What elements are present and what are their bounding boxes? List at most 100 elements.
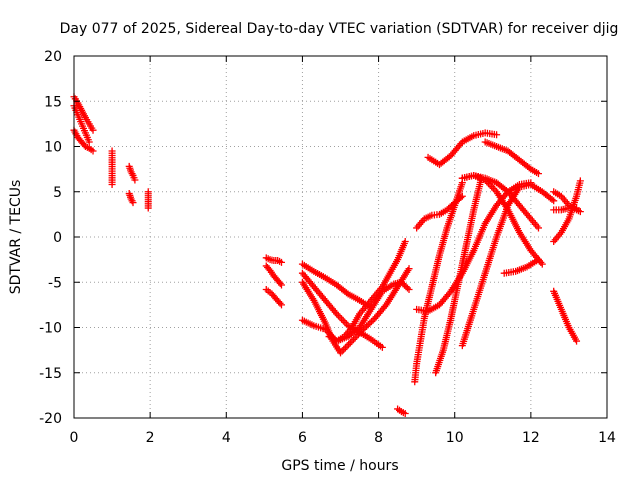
data-point xyxy=(573,204,581,212)
data-point xyxy=(333,310,341,318)
data-point xyxy=(458,192,466,200)
data-point xyxy=(346,339,354,347)
series-pts-2 xyxy=(144,188,152,212)
series-arc-k xyxy=(298,265,413,357)
y-tick-label: -15 xyxy=(39,366,62,382)
data-point xyxy=(405,285,413,293)
data-point xyxy=(277,258,285,266)
series-arc-z xyxy=(550,287,581,345)
series-arc-t xyxy=(424,129,501,169)
data-point xyxy=(89,126,97,134)
x-tick-label: 2 xyxy=(146,430,155,446)
data-point xyxy=(85,138,93,146)
y-tick-label: -5 xyxy=(48,275,62,291)
y-tick-label: -20 xyxy=(39,411,62,427)
x-tick-label: 4 xyxy=(222,430,231,446)
data-point xyxy=(550,197,558,205)
data-point xyxy=(368,318,376,326)
data-point xyxy=(338,347,346,355)
data-point xyxy=(339,317,347,325)
y-tick-label: 0 xyxy=(53,230,62,246)
data-point xyxy=(488,183,496,191)
series-arc-v xyxy=(481,138,542,178)
series-arc-x xyxy=(500,256,542,277)
data-point xyxy=(108,181,116,189)
data-point xyxy=(401,409,409,417)
data-point xyxy=(345,340,353,348)
data-point xyxy=(405,265,413,273)
y-tick-label: 5 xyxy=(53,185,62,201)
x-axis-title: GPS time / hours xyxy=(281,458,398,474)
y-tick-label: 15 xyxy=(44,94,62,110)
x-tick-label: 0 xyxy=(70,430,79,446)
data-point xyxy=(401,238,409,246)
x-tick-label: 12 xyxy=(522,430,540,446)
series-arc-d xyxy=(125,162,139,184)
data-point xyxy=(343,342,351,350)
data-point xyxy=(277,301,285,309)
data-point xyxy=(276,279,284,287)
y-tick-label: 10 xyxy=(44,140,62,156)
series-arc-m xyxy=(325,238,409,345)
data-point xyxy=(484,179,492,187)
series-arc-r xyxy=(432,174,485,377)
data-point xyxy=(350,335,358,343)
data-point xyxy=(525,164,533,172)
x-tick-label: 10 xyxy=(446,430,464,446)
data-point xyxy=(489,184,497,192)
data-point xyxy=(378,343,386,351)
data-point xyxy=(277,281,285,289)
data-point xyxy=(321,325,329,333)
data-point xyxy=(538,260,546,268)
data-point xyxy=(548,196,556,204)
data-point xyxy=(486,181,494,189)
series-pts-1 xyxy=(108,147,116,189)
data-point xyxy=(351,334,359,342)
data-point xyxy=(337,349,344,357)
data-point xyxy=(534,224,542,232)
series-arc-c xyxy=(70,102,93,146)
data-point xyxy=(369,316,377,324)
series-arc-e xyxy=(125,190,137,207)
series-arc-g xyxy=(262,262,285,289)
data-point xyxy=(276,299,284,307)
data-point xyxy=(366,319,374,327)
data-series xyxy=(70,93,584,417)
series-arc-l xyxy=(298,278,413,345)
series-arc-q xyxy=(413,192,466,232)
data-point xyxy=(348,337,356,345)
series-arc-ab xyxy=(550,204,581,214)
data-point xyxy=(483,178,491,186)
axis-ticks: 0 2 4 6 8 10 12 14 -20 -15 -10 -5 0 5 10 15 20 xyxy=(39,49,616,446)
data-point xyxy=(334,312,342,320)
data-point xyxy=(323,327,331,335)
data-point xyxy=(481,176,489,184)
data-point xyxy=(144,204,152,212)
data-point xyxy=(457,194,465,202)
data-point xyxy=(576,208,584,216)
data-point xyxy=(338,315,346,323)
data-point xyxy=(576,177,584,185)
series-arc-w xyxy=(458,171,546,268)
data-point xyxy=(129,199,137,207)
data-point xyxy=(534,170,542,178)
series-arc-f xyxy=(262,254,285,266)
y-axis-title: SDTVAR / TECUs xyxy=(8,180,24,295)
data-point xyxy=(445,153,453,161)
grid xyxy=(74,56,607,418)
data-point xyxy=(534,256,542,264)
y-tick-label: 20 xyxy=(44,49,62,65)
data-point xyxy=(404,284,412,292)
data-point xyxy=(493,131,501,139)
series-arc-i xyxy=(298,260,375,312)
data-point xyxy=(89,147,97,155)
series-arc-h xyxy=(262,285,285,309)
x-tick-label: 6 xyxy=(298,430,307,446)
data-point xyxy=(502,186,510,194)
y-tick-label: -10 xyxy=(39,321,62,337)
data-point xyxy=(353,332,361,340)
data-point xyxy=(341,344,349,352)
data-point xyxy=(573,337,581,345)
data-point xyxy=(342,320,350,328)
